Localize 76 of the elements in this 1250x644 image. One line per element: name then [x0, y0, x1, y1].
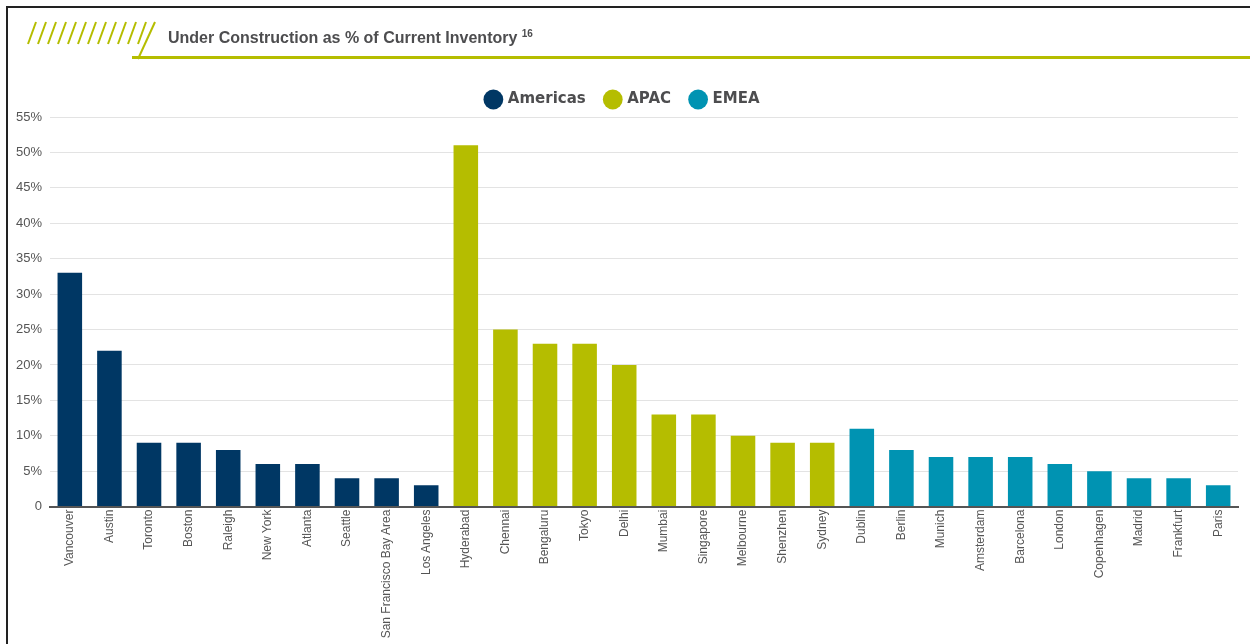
x-tick-label: Austin: [101, 509, 116, 543]
bar: [532, 343, 558, 507]
x-tick-label: London: [1052, 509, 1067, 550]
x-tick-label: Atlanta: [299, 509, 314, 547]
bar: [1087, 471, 1112, 507]
x-tick-label: Seattle: [339, 509, 354, 547]
y-tick-label: 35%: [15, 250, 43, 266]
bar: [572, 343, 597, 507]
bar: [1205, 485, 1231, 507]
bar: [334, 478, 360, 507]
x-tick-label: Hyderabad: [458, 509, 473, 569]
x-tick-label: Barcelona: [1012, 509, 1027, 564]
bar: [849, 428, 875, 507]
bar: [691, 414, 716, 507]
bar: [493, 329, 518, 507]
x-tick-label: Copenhagen: [1091, 509, 1106, 579]
x-tick-label: New York: [260, 508, 275, 561]
chart-title: Under Construction as % of Current Inventory $^{16}$: [168, 28, 533, 48]
x-tick-label: Berlin: [893, 509, 908, 541]
bar: [928, 457, 954, 507]
bar: [1047, 464, 1073, 507]
x-tick-label: Paris: [1210, 509, 1225, 537]
bar: [374, 478, 399, 507]
y-tick-label: 30%: [15, 285, 43, 301]
y-tick-label: 25%: [15, 321, 43, 337]
legend-label: APAC: [627, 89, 672, 108]
y-tick-label: 0: [34, 498, 43, 514]
bar: [295, 464, 320, 507]
x-tick-label: Amsterdam: [972, 509, 987, 571]
bar: [968, 457, 993, 507]
x-tick-label: Mumbai: [656, 509, 671, 553]
x-tick-label: Chennai: [497, 509, 512, 555]
bar: [1166, 478, 1191, 507]
x-tick-label: Sydney: [814, 509, 829, 550]
y-tick-label: 15%: [15, 391, 43, 407]
bar: [809, 442, 835, 507]
x-tick-label: San Francisco Bay Area: [378, 509, 393, 639]
bar: [255, 464, 281, 507]
bar: [651, 414, 677, 507]
x-tick-label: Tokyo: [576, 509, 591, 541]
y-tick-label: 45%: [15, 179, 43, 195]
bar: [136, 442, 162, 507]
x-tick-label: Melbourne: [735, 509, 750, 567]
bar: [770, 442, 795, 507]
bar: [611, 364, 637, 507]
x-tick-label: Dublin: [854, 509, 869, 544]
x-tick-label: Frankfurt: [1170, 508, 1185, 558]
x-tick-label: Bengaluru: [537, 509, 552, 565]
bar: [730, 435, 756, 507]
bar: [215, 449, 241, 507]
x-tick-label: Singapore: [695, 509, 710, 565]
y-tick-label: 10%: [15, 427, 43, 443]
x-tick-label: Raleigh: [220, 509, 235, 551]
bar: [1007, 457, 1033, 507]
x-tick-label: Vancouver: [62, 509, 77, 567]
bar: [1126, 478, 1152, 507]
y-tick-label: 50%: [15, 144, 43, 159]
x-tick-label: Boston: [180, 509, 195, 547]
bar: [413, 485, 439, 507]
y-tick-label: 55%: [15, 108, 43, 124]
bar: [97, 350, 122, 507]
x-tick-label: Los Angeles: [418, 509, 433, 575]
x-tick-label: Toronto: [141, 509, 156, 550]
y-tick-label: 20%: [15, 356, 43, 372]
y-tick-label: 40%: [15, 214, 43, 230]
x-tick-label: Shenzhen: [774, 509, 789, 564]
x-tick-label: Munich: [933, 509, 948, 549]
y-tick-label: 5%: [23, 462, 43, 478]
bar: [176, 442, 201, 507]
bar: [889, 449, 914, 507]
x-tick-label: Delhi: [616, 509, 631, 537]
x-tick-label: Madrid: [1131, 509, 1146, 547]
bar: [57, 272, 83, 507]
legend-label: Americas: [507, 89, 586, 108]
legend-label: EMEA: [712, 89, 761, 108]
bar: [453, 145, 479, 507]
